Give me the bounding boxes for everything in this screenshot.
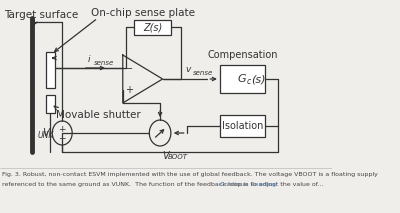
- Text: BOOT: BOOT: [168, 154, 188, 160]
- Text: UNK: UNK: [38, 131, 54, 141]
- Text: −: −: [58, 134, 66, 142]
- Bar: [220, 115, 266, 137]
- Text: −: −: [124, 64, 133, 74]
- Text: referenced to the same ground as VUNK.  The function of the feedback loop is to : referenced to the same ground as VUNK. T…: [2, 182, 324, 187]
- Text: Target surface: Target surface: [4, 10, 78, 20]
- Text: On-chip sense plate: On-chip sense plate: [91, 8, 195, 18]
- Text: Isolation: Isolation: [222, 121, 263, 131]
- Text: Continue Reading: Continue Reading: [216, 182, 276, 187]
- Text: sense: sense: [94, 60, 114, 66]
- Text: V: V: [162, 151, 168, 161]
- Bar: [46, 52, 55, 88]
- Text: i: i: [88, 55, 90, 64]
- Text: v: v: [186, 65, 191, 74]
- Bar: [134, 20, 171, 35]
- Text: +: +: [124, 85, 132, 95]
- Text: Movable shutter: Movable shutter: [56, 110, 141, 120]
- Text: Fig. 3. Robust, non-contact ESVM implemented with the use of global feedback. Th: Fig. 3. Robust, non-contact ESVM impleme…: [2, 172, 378, 177]
- Text: c: c: [247, 76, 251, 85]
- Text: (s): (s): [251, 74, 266, 84]
- Bar: [46, 95, 55, 113]
- Text: Compensation: Compensation: [207, 50, 278, 60]
- Text: +: +: [58, 125, 66, 134]
- Bar: [220, 65, 266, 93]
- Text: Z(s): Z(s): [143, 23, 162, 33]
- Text: G: G: [238, 74, 246, 84]
- Text: V: V: [42, 128, 49, 138]
- Text: sense: sense: [192, 70, 213, 76]
